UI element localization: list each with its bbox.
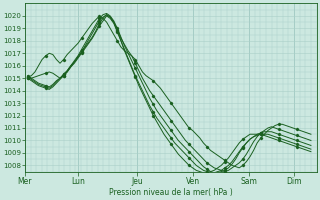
X-axis label: Pression niveau de la mer( hPa ): Pression niveau de la mer( hPa ) (109, 188, 233, 197)
